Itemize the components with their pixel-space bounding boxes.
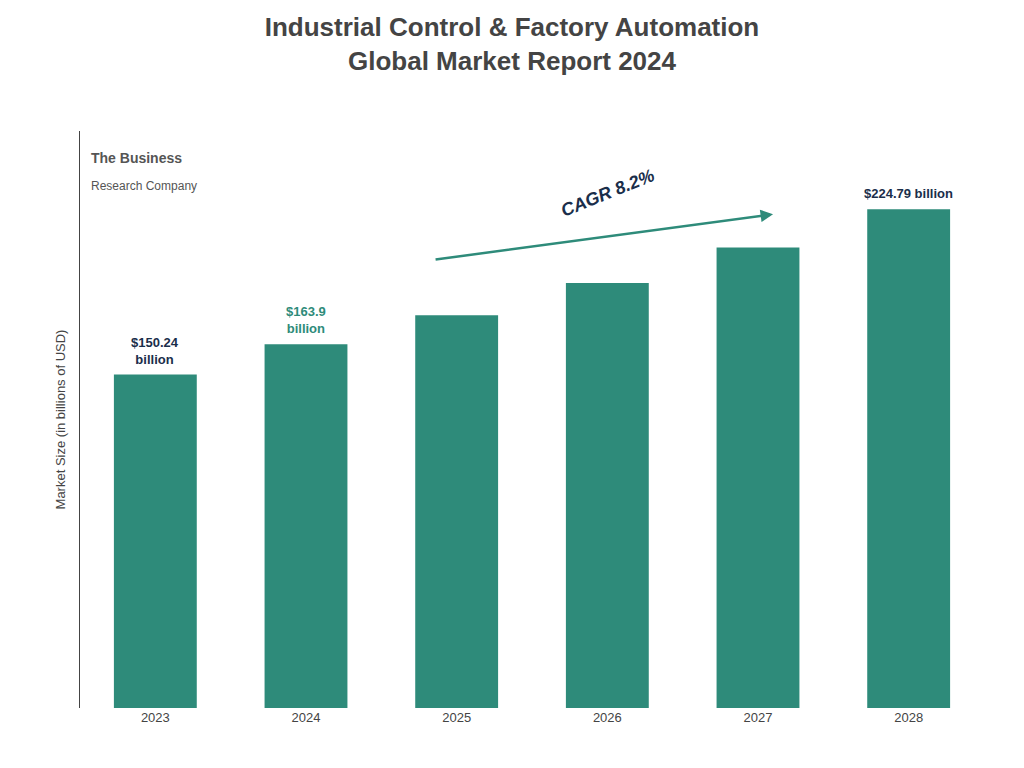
- svg-text:Market Size (in billions of US: Market Size (in billions of USD): [53, 330, 68, 510]
- svg-text:$224.79 billion: $224.79 billion: [864, 186, 953, 201]
- svg-text:The Business: The Business: [91, 150, 182, 166]
- svg-text:2026: 2026: [593, 710, 622, 725]
- svg-text:2023: 2023: [141, 710, 170, 725]
- svg-text:2027: 2027: [744, 710, 773, 725]
- svg-text:$163.9billion: $163.9billion: [286, 304, 326, 336]
- svg-text:$150.24billion: $150.24billion: [131, 335, 179, 367]
- svg-text:Research Company: Research Company: [91, 179, 197, 193]
- svg-text:CAGR 8.2%: CAGR 8.2%: [558, 165, 657, 221]
- svg-text:2028: 2028: [894, 710, 923, 725]
- svg-text:Industrial Control & Factory A: Industrial Control & Factory AutomationG…: [265, 12, 759, 76]
- svg-text:2025: 2025: [442, 710, 471, 725]
- svg-text:2024: 2024: [292, 710, 321, 725]
